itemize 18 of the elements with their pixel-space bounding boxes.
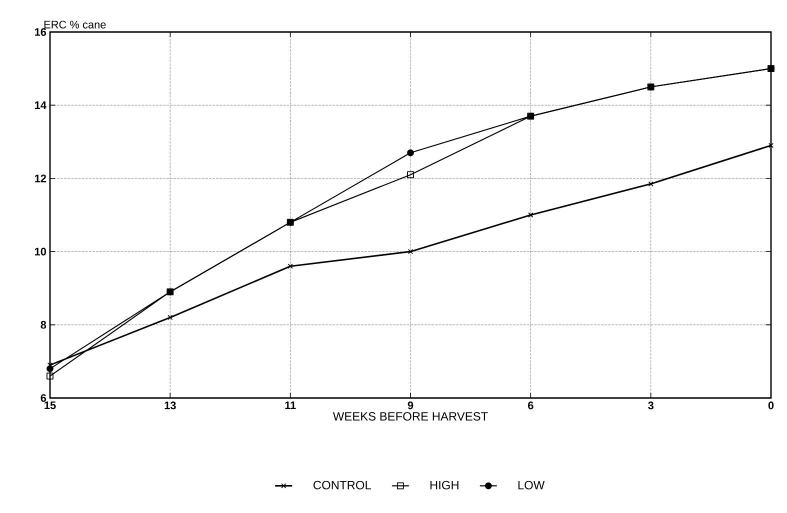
legend-label: HIGH: [430, 480, 458, 490]
y-tick-label: 8: [40, 320, 46, 329]
x-tick-label: 15: [44, 402, 56, 410]
y-tick-label: 10: [34, 248, 46, 256]
y-tick-label: 16: [34, 28, 46, 36]
y-tick-label: 6: [40, 394, 46, 402]
y-axis-title: ERC % cane: [44, 20, 106, 28]
x-tick-label: 13: [164, 402, 176, 410]
y-tick-label: 14: [34, 101, 46, 109]
y-tick-label: 12: [34, 174, 46, 182]
x-tick-label: 0: [768, 402, 774, 410]
x-tick-label: 11: [285, 402, 296, 410]
x-axis-title: WEEKS BEFORE HARVEST: [332, 412, 488, 421]
x-tick-label: 3: [648, 402, 654, 410]
legend-label: LOW: [518, 480, 545, 490]
legend-label: CONTROL: [314, 480, 371, 490]
x-tick-label: 6: [528, 402, 534, 410]
x-tick-label: 9: [408, 402, 414, 410]
